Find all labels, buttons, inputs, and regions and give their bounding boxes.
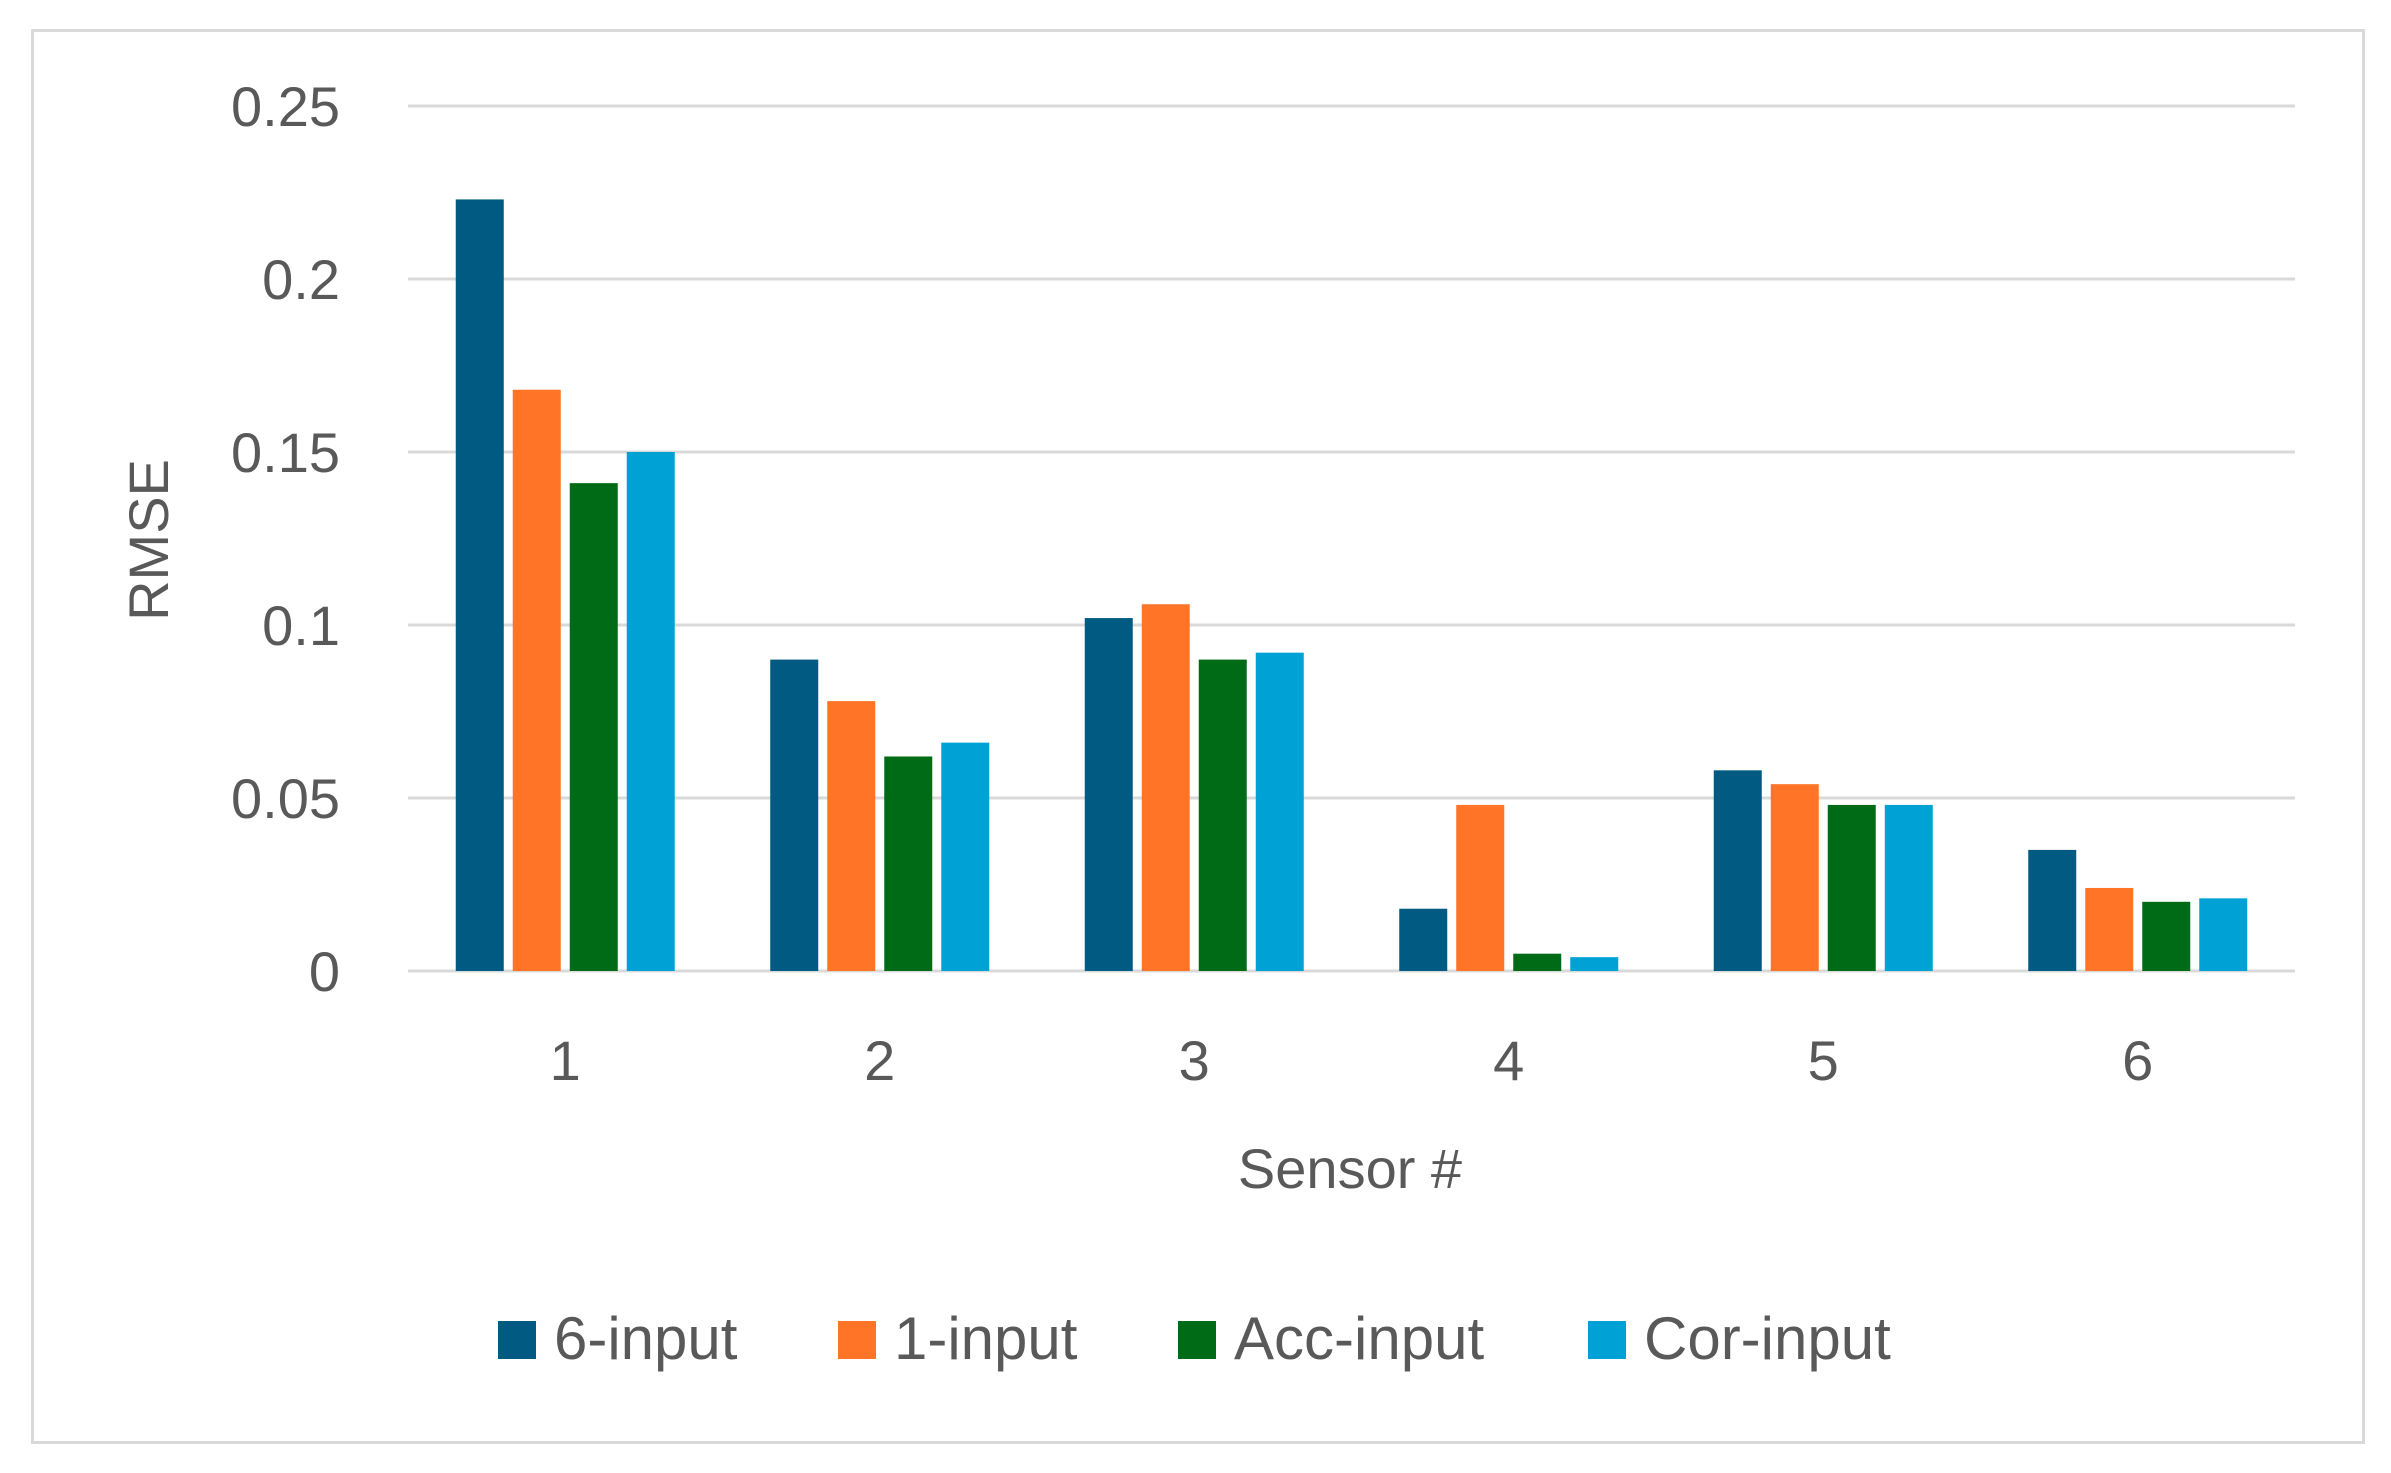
legend-label-6-input: 6-input bbox=[554, 1305, 738, 1372]
bar-acc-input-sensor-3 bbox=[1198, 659, 1247, 971]
bar-1-input-sensor-6 bbox=[2085, 887, 2134, 971]
legend-swatch-cor-input bbox=[1588, 1321, 1626, 1359]
bar-acc-input-sensor-4 bbox=[1513, 953, 1562, 971]
bar-acc-input-sensor-1 bbox=[569, 483, 618, 971]
x-axis-title: Sensor # bbox=[1238, 1137, 1462, 1200]
y-tick-label: 0.05 bbox=[231, 767, 340, 830]
x-tick-labels: 1 2 3 4 5 6 bbox=[550, 1029, 2154, 1092]
legend-swatch-6-input bbox=[498, 1321, 536, 1359]
bar-1-input-sensor-1 bbox=[512, 389, 561, 972]
bar-cor-input-sensor-6 bbox=[2199, 898, 2248, 971]
y-tick-label: 0 bbox=[309, 940, 340, 1003]
legend-swatch-acc-input bbox=[1178, 1321, 1216, 1359]
gridlines bbox=[408, 104, 2295, 973]
bar-6-input-sensor-1 bbox=[455, 199, 504, 972]
bar-acc-input-sensor-5 bbox=[1827, 804, 1876, 971]
bar-1-input-sensor-5 bbox=[1770, 784, 1819, 971]
bar-6-input-sensor-6 bbox=[2028, 849, 2077, 971]
bar-1-input-sensor-3 bbox=[1141, 604, 1190, 971]
y-tick-label: 0.1 bbox=[262, 594, 340, 657]
y-tick-label: 0.2 bbox=[262, 248, 340, 311]
bar-cor-input-sensor-2 bbox=[941, 742, 990, 971]
y-tick-label: 0.25 bbox=[231, 75, 340, 138]
legend-label-cor-input: Cor-input bbox=[1644, 1305, 1891, 1372]
bars bbox=[455, 199, 2248, 972]
legend-swatch-1-input bbox=[838, 1321, 876, 1359]
bar-6-input-sensor-2 bbox=[770, 659, 819, 971]
x-tick-label: 5 bbox=[1808, 1029, 1839, 1092]
x-tick-label: 3 bbox=[1179, 1029, 1210, 1092]
bar-acc-input-sensor-6 bbox=[2142, 901, 2191, 971]
legend: 6-input 1-input Acc-input Cor-input bbox=[498, 1305, 1891, 1372]
bar-6-input-sensor-3 bbox=[1084, 618, 1133, 971]
x-tick-label: 1 bbox=[550, 1029, 581, 1092]
bar-cor-input-sensor-1 bbox=[626, 452, 675, 971]
legend-label-acc-input: Acc-input bbox=[1234, 1305, 1484, 1372]
x-tick-label: 4 bbox=[1493, 1029, 1524, 1092]
bar-1-input-sensor-2 bbox=[827, 701, 876, 971]
bar-cor-input-sensor-3 bbox=[1255, 652, 1304, 971]
x-tick-label: 6 bbox=[2122, 1029, 2153, 1092]
bar-cor-input-sensor-4 bbox=[1570, 957, 1619, 971]
y-tick-labels: 0 0.05 0.1 0.15 0.2 0.25 bbox=[231, 75, 340, 1003]
bar-6-input-sensor-4 bbox=[1399, 908, 1448, 971]
y-tick-label: 0.15 bbox=[231, 421, 340, 484]
bar-acc-input-sensor-2 bbox=[884, 756, 933, 971]
x-tick-label: 2 bbox=[864, 1029, 895, 1092]
chart-frame bbox=[31, 29, 2365, 1444]
bar-6-input-sensor-5 bbox=[1713, 770, 1762, 971]
legend-label-1-input: 1-input bbox=[894, 1305, 1078, 1372]
bar-cor-input-sensor-5 bbox=[1884, 804, 1933, 971]
bar-1-input-sensor-4 bbox=[1456, 804, 1505, 971]
y-axis-title: RMSE bbox=[117, 459, 180, 621]
